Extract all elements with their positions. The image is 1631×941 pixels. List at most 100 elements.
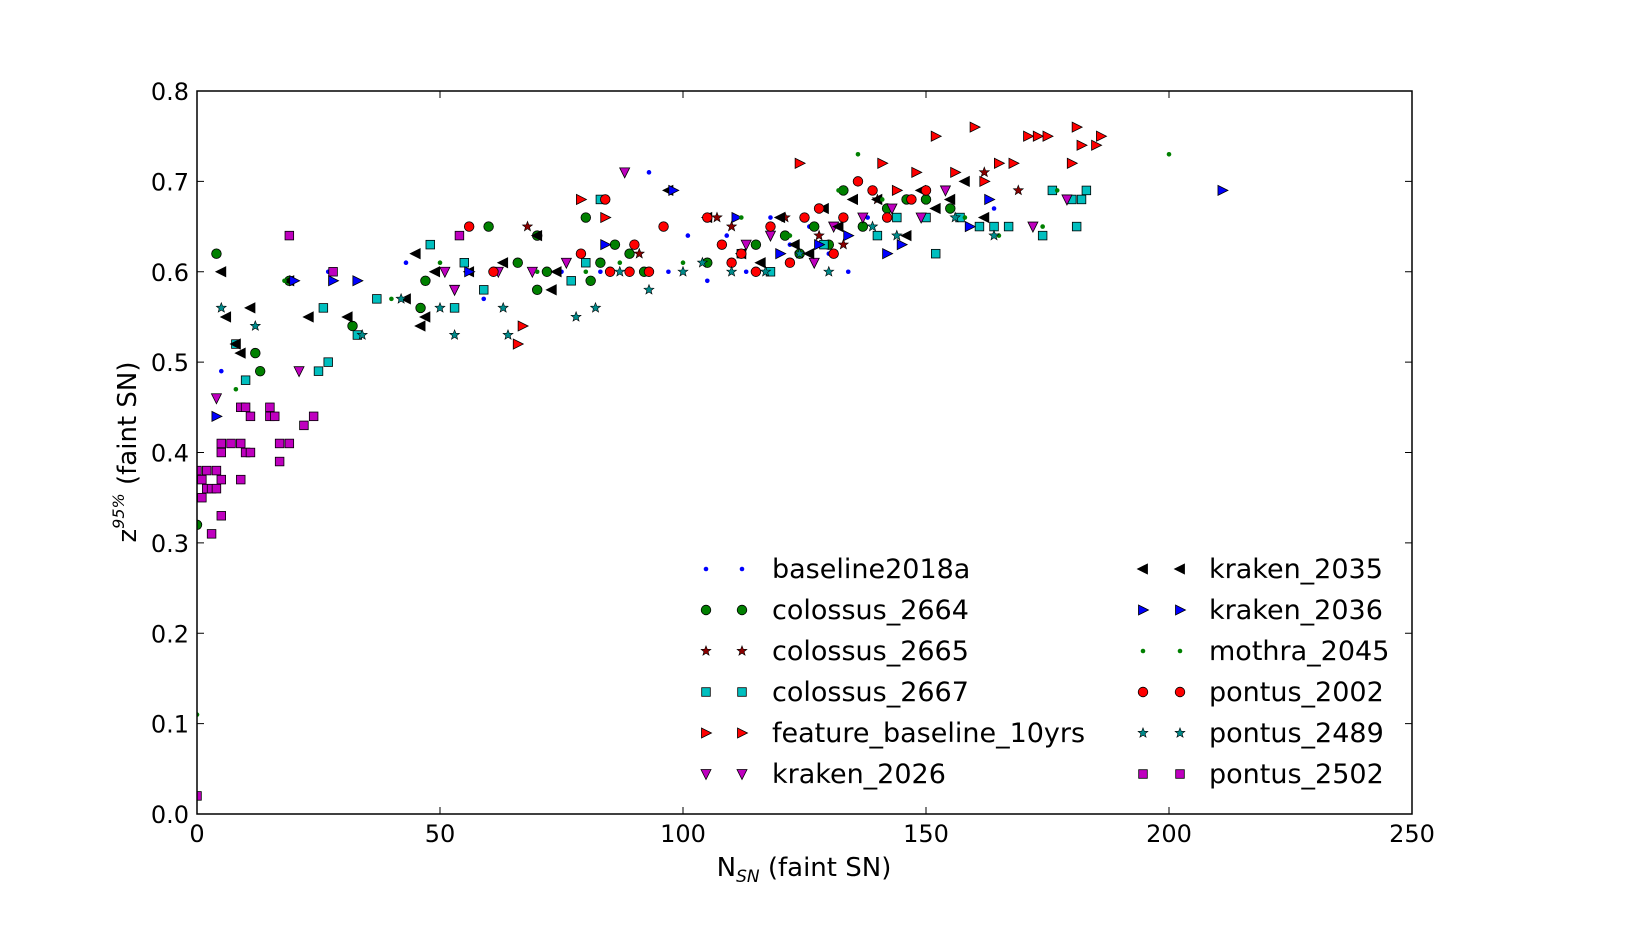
data-point (308, 411, 319, 422)
data-point (233, 386, 239, 392)
data-point (202, 465, 212, 476)
data-point (1096, 130, 1108, 142)
data-point (274, 438, 285, 449)
data-point (787, 233, 793, 238)
data-point (725, 220, 738, 232)
x-tick-label: 200 (1146, 820, 1192, 848)
legend-label: baseline2018a (772, 554, 970, 585)
data-point (399, 293, 411, 305)
data-point (226, 438, 236, 449)
legend-label: kraken_2026 (772, 759, 946, 790)
x-tick-label: 150 (903, 820, 949, 848)
data-point (1054, 188, 1060, 193)
data-point (750, 266, 762, 277)
data-point (837, 238, 850, 250)
data-point (646, 170, 652, 175)
data-point (892, 212, 902, 223)
data-point (600, 211, 612, 224)
legend-marker (1137, 726, 1149, 738)
data-point (731, 211, 743, 224)
x-axis-label: NSN (faint SN) (717, 853, 892, 887)
legend-marker (736, 644, 748, 656)
data-point (497, 301, 509, 313)
data-point (765, 221, 776, 232)
plot-points (197, 121, 1229, 801)
data-point (979, 175, 991, 188)
data-point (464, 266, 476, 278)
legend: baseline2018a colossus_2664 colossus_2665c… (700, 554, 1389, 790)
data-point (994, 157, 1006, 169)
data-point (696, 256, 709, 268)
data-point (668, 184, 680, 197)
data-point (517, 320, 530, 332)
data-point (754, 257, 766, 269)
data-point (216, 474, 227, 485)
data-point (585, 275, 596, 286)
data-point (773, 211, 786, 224)
data-point (843, 229, 855, 242)
data-point (814, 238, 826, 251)
data-point (512, 338, 525, 350)
data-point (244, 302, 256, 314)
data-point (978, 166, 991, 178)
data-point (216, 438, 227, 449)
data-point (1166, 151, 1172, 157)
data-point (219, 368, 224, 374)
data-point (284, 230, 295, 241)
legend-entry: pontus_2502 (1138, 759, 1384, 790)
data-point (624, 266, 635, 277)
data-point (666, 269, 671, 275)
data-point (448, 328, 461, 340)
data-point (915, 212, 927, 224)
data-point (395, 292, 407, 304)
data-point (197, 474, 207, 485)
data-point (799, 212, 810, 223)
data-point (867, 185, 878, 196)
data-point (219, 311, 232, 323)
data-point (1032, 130, 1045, 142)
data-point (739, 215, 744, 220)
data-point (750, 239, 762, 250)
data-point (794, 157, 807, 169)
data-point (724, 233, 730, 238)
data-point (962, 215, 968, 220)
data-point (414, 320, 426, 332)
data-point (479, 285, 489, 295)
data-point (483, 221, 494, 232)
legend-entry: pontus_2002 (1137, 677, 1384, 708)
data-point (589, 301, 602, 313)
legend-marker (739, 566, 745, 572)
y-tick-label: 0.4 (151, 440, 189, 468)
legend-marker (1175, 769, 1185, 779)
legend-marker (1140, 648, 1146, 654)
series-pontus_2002 (463, 176, 932, 277)
legend-marker (1137, 686, 1149, 698)
legend-marker (1174, 686, 1186, 698)
data-point (619, 167, 631, 179)
data-point (575, 248, 587, 259)
data-point (293, 366, 305, 378)
data-point (302, 311, 314, 323)
data-point (1091, 139, 1103, 151)
data-point (502, 328, 514, 340)
data-point (984, 193, 996, 206)
data-point (725, 265, 738, 277)
legend-entry: kraken_2035 (1136, 554, 1383, 585)
data-point (550, 266, 562, 278)
legend-label: feature_baseline_10yrs (772, 718, 1085, 749)
x-tick-label: 50 (425, 820, 456, 848)
data-point (658, 221, 669, 232)
data-point (580, 212, 592, 223)
data-point (1023, 130, 1035, 142)
data-point (236, 438, 246, 449)
data-point (211, 410, 223, 422)
data-point (740, 239, 752, 252)
data-point (299, 420, 309, 431)
data-point (1081, 185, 1092, 196)
data-point (1042, 130, 1054, 142)
data-point (214, 266, 227, 278)
data-point (931, 248, 941, 259)
data-point (886, 203, 898, 215)
data-point (415, 302, 426, 314)
